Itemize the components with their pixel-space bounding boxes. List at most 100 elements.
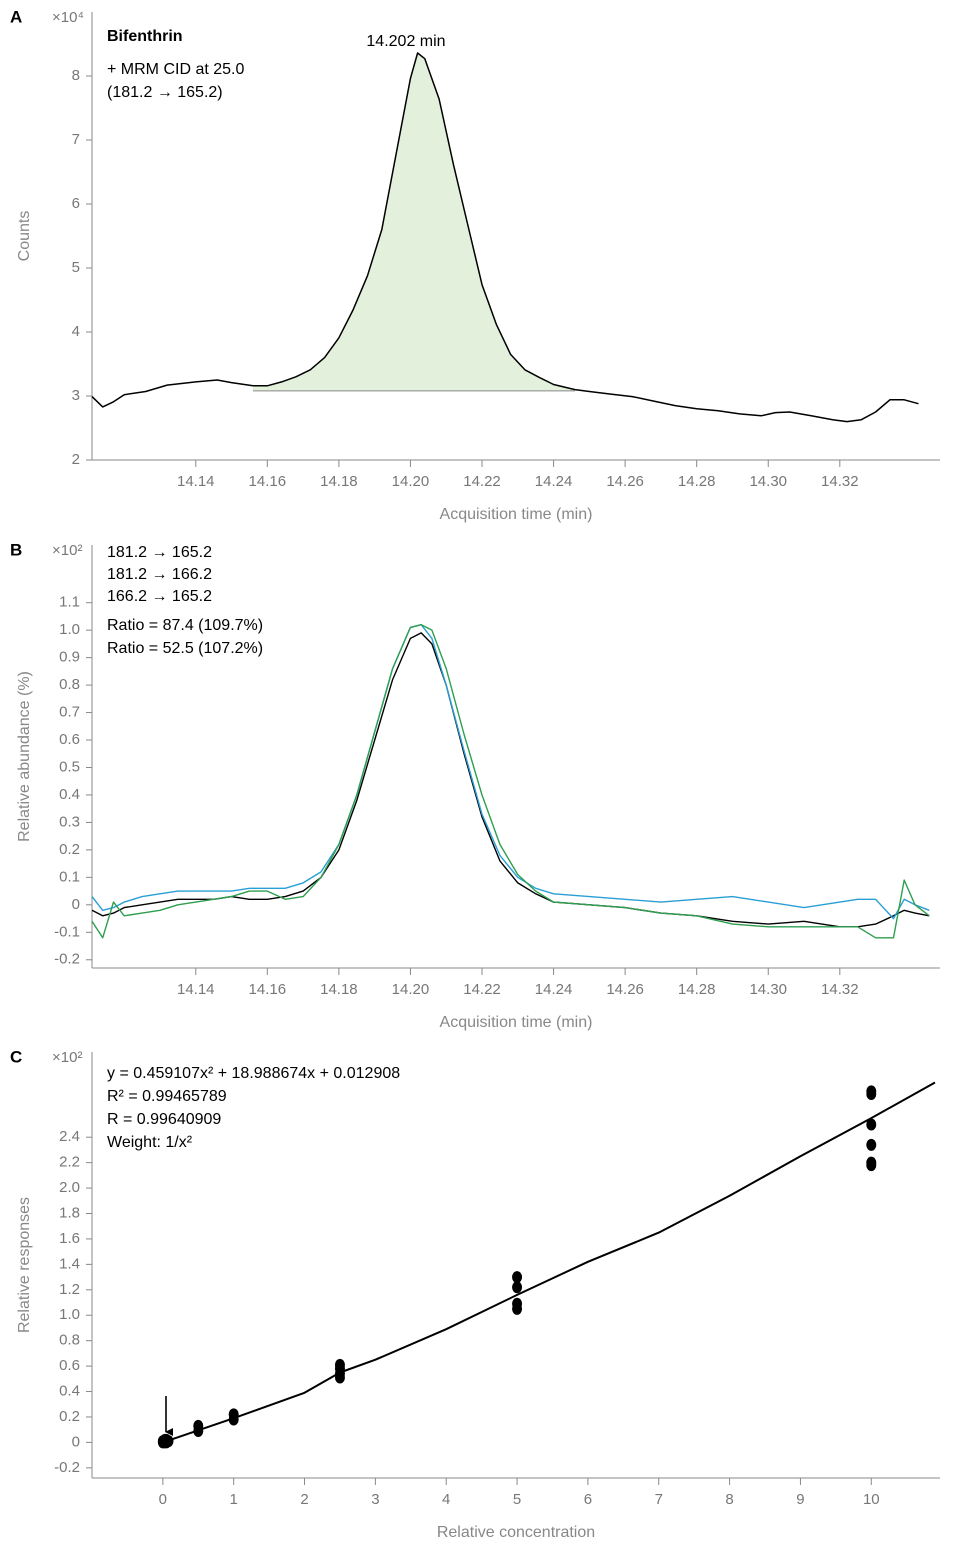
panel-letter: B <box>10 540 22 559</box>
y-tick-label: 3 <box>72 387 80 404</box>
y-tick-label: 7 <box>72 131 80 148</box>
ratio-annotation: Ratio = 87.4 (109.7%) <box>107 617 263 634</box>
x-tick-label: 1 <box>230 1491 238 1508</box>
legend-entry: 166.2 → 165.2 <box>107 588 212 605</box>
legend-entry: 181.2 → 166.2 <box>107 566 212 583</box>
y-tick-label: 1.2 <box>59 1281 80 1298</box>
x-tick-label: 14.22 <box>463 981 501 998</box>
x-tick-label: 14.26 <box>606 473 644 490</box>
x-tick-label: 14.26 <box>606 981 644 998</box>
x-tick-label: 14.18 <box>320 981 358 998</box>
y-tick-label: 2.2 <box>59 1154 80 1171</box>
y-tick-label: 1.0 <box>59 621 80 638</box>
x-axis-title: Relative concentration <box>437 1524 595 1541</box>
y-tick-label: 2 <box>72 451 80 468</box>
fit-statistic: R = 0.99640909 <box>107 1111 221 1128</box>
calibration-point <box>866 1156 877 1169</box>
x-tick-label: 14.20 <box>392 473 430 490</box>
y-tick-label: 6 <box>72 195 80 212</box>
y-multiplier: ×10⁴ <box>52 9 84 26</box>
x-tick-label: 8 <box>725 1491 733 1508</box>
y-tick-label: 4 <box>72 323 80 340</box>
y-tick-label: 1.6 <box>59 1230 80 1247</box>
y-tick-label: 2.0 <box>59 1179 80 1196</box>
y-tick-label: 0.6 <box>59 731 80 748</box>
y-tick-label: 8 <box>72 67 80 84</box>
y-tick-label: 0.2 <box>59 1408 80 1425</box>
x-tick-label: 10 <box>863 1491 880 1508</box>
y-tick-label: 0.8 <box>59 676 80 693</box>
x-tick-label: 9 <box>796 1491 804 1508</box>
calibration-point <box>866 1085 877 1098</box>
y-axis-title: Relative abundance (%) <box>16 671 33 842</box>
y-tick-label: 0.4 <box>59 1382 80 1399</box>
x-tick-label: 14.28 <box>678 473 716 490</box>
calibration-point <box>163 1435 174 1448</box>
trace <box>91 632 930 928</box>
x-tick-label: 14.24 <box>535 473 573 490</box>
y-tick-label: 5 <box>72 259 80 276</box>
calibration-point <box>512 1271 523 1284</box>
y-tick-label: 0.5 <box>59 758 80 775</box>
x-tick-label: 14.30 <box>749 981 787 998</box>
y-tick-label: 0.9 <box>59 649 80 666</box>
y-tick-label: 0.7 <box>59 704 80 721</box>
peak-label: 14.202 min <box>366 33 445 50</box>
calibration-point <box>334 1358 345 1371</box>
panel-letter: A <box>10 7 22 26</box>
y-tick-label: 1.0 <box>59 1306 80 1323</box>
y-tick-label: -0.1 <box>54 923 80 940</box>
trace <box>91 52 919 423</box>
y-axis-title: Relative responses <box>16 1197 33 1333</box>
x-tick-label: 14.16 <box>249 981 287 998</box>
x-tick-label: 14.22 <box>463 473 501 490</box>
trace <box>91 624 930 939</box>
x-axis-title: Acquisition time (min) <box>440 1014 593 1031</box>
ratio-annotation: Ratio = 52.5 (107.2%) <box>107 640 263 657</box>
y-tick-label: 0.2 <box>59 841 80 858</box>
x-tick-label: 14.14 <box>177 981 215 998</box>
legend-entry: 181.2 → 165.2 <box>107 544 212 561</box>
y-tick-label: 0.6 <box>59 1357 80 1374</box>
calibration-point <box>228 1408 239 1421</box>
x-tick-label: 0 <box>159 1491 167 1508</box>
calibration-point <box>193 1419 204 1432</box>
x-tick-label: 14.32 <box>821 473 859 490</box>
calibration-point <box>512 1281 523 1294</box>
x-tick-label: 5 <box>513 1491 521 1508</box>
x-tick-label: 14.14 <box>177 473 215 490</box>
y-tick-label: 0 <box>72 1433 80 1450</box>
scan-info: (181.2 → 165.2) <box>107 84 223 101</box>
y-tick-label: 1.4 <box>59 1255 80 1272</box>
y-tick-label: 0.3 <box>59 813 80 830</box>
x-tick-label: 2 <box>300 1491 308 1508</box>
x-tick-label: 3 <box>371 1491 379 1508</box>
fit-statistic: y = 0.459107x² + 18.988674x + 0.012908 <box>107 1065 400 1082</box>
x-tick-label: 14.30 <box>749 473 787 490</box>
fit-statistic: R² = 0.99465789 <box>107 1088 227 1105</box>
x-tick-label: 14.28 <box>678 981 716 998</box>
x-tick-label: 14.24 <box>535 981 573 998</box>
y-tick-label: -0.2 <box>54 1459 80 1476</box>
x-tick-label: 14.20 <box>392 981 430 998</box>
calibration-point <box>866 1118 877 1131</box>
peak-area <box>253 52 576 391</box>
x-tick-label: 6 <box>584 1491 592 1508</box>
calibration-point <box>512 1297 523 1310</box>
x-tick-label: 14.18 <box>320 473 358 490</box>
x-axis-title: Acquisition time (min) <box>440 506 593 523</box>
scan-info: + MRM CID at 25.0 <box>107 61 244 78</box>
fit-curve <box>162 1081 936 1444</box>
x-tick-label: 7 <box>655 1491 663 1508</box>
y-multiplier: ×10² <box>52 542 82 559</box>
y-tick-label: 1.1 <box>59 594 80 611</box>
y-tick-label: -0.2 <box>54 951 80 968</box>
y-tick-label: 1.8 <box>59 1204 80 1221</box>
y-tick-label: 0.1 <box>59 868 80 885</box>
calibration-point <box>866 1138 877 1151</box>
x-tick-label: 14.16 <box>249 473 287 490</box>
x-tick-label: 14.32 <box>821 981 859 998</box>
y-multiplier: ×10² <box>52 1049 82 1066</box>
